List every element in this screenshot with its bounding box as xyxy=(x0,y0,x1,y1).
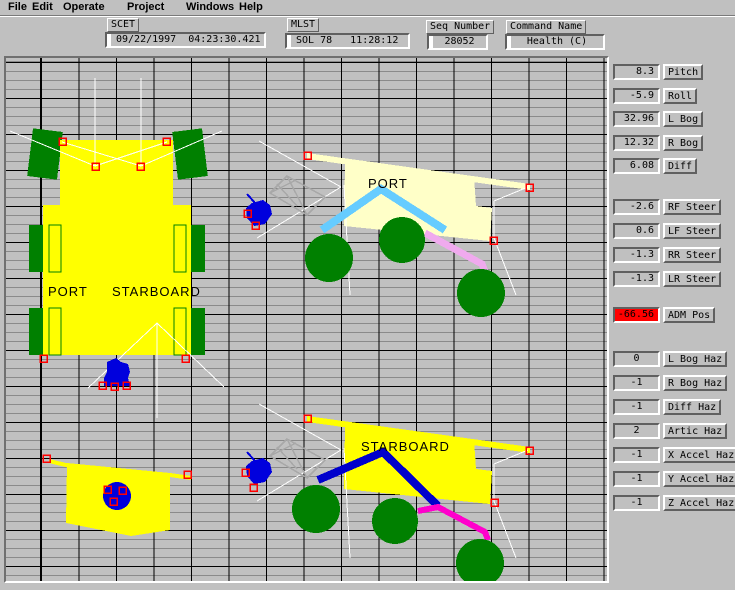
rr-steer-value: -1.3 xyxy=(613,247,660,263)
starboard-view-rocker-link xyxy=(316,447,441,509)
top-view-starboard-label: STARBOARD xyxy=(112,284,201,299)
scet-field: 09/22/1997 04:23:30.421 xyxy=(105,32,266,48)
adm-pos-value: -66.56 xyxy=(613,307,660,323)
starboard-view-label: STARBOARD xyxy=(361,439,450,454)
command-name-field: Health (C) xyxy=(505,34,605,50)
top-view-middle-left-wheel xyxy=(29,225,43,272)
diff-value: 6.08 xyxy=(613,158,660,174)
command-name-value: Health (C) xyxy=(526,36,588,47)
top-view-sensor-rays xyxy=(9,78,225,418)
port-view-front-wheel xyxy=(305,234,353,282)
adm-pos-label[interactable]: ADM Pos xyxy=(663,307,716,323)
command-name-label: Command Name xyxy=(506,20,587,34)
rear-view-left-antenna xyxy=(48,459,71,468)
starboard-view-middle-wheel xyxy=(372,498,418,544)
menu-item-project[interactable]: Project xyxy=(127,1,165,13)
l-bog-haz-label[interactable]: L Bog Haz xyxy=(663,351,728,367)
starboard-view-rear-wheel xyxy=(456,539,504,581)
port-view-camera-antenna xyxy=(246,193,256,204)
starboard-view-body xyxy=(344,427,492,504)
l-bog-label[interactable]: L Bog xyxy=(663,111,704,127)
z-accel-haz-value: -1 xyxy=(613,495,660,511)
rf-steer-value: -2.6 xyxy=(613,199,660,215)
mlst-field: SOL 78 11:28:12 xyxy=(285,33,410,49)
rf-steer-label[interactable]: RF Steer xyxy=(663,199,722,215)
top-view-body xyxy=(43,140,191,355)
lr-steer-label[interactable]: LR Steer xyxy=(663,271,722,287)
menu-item-file[interactable]: File xyxy=(8,1,27,13)
mlst-label: MLST xyxy=(287,18,320,32)
top-view-port-label: PORT xyxy=(48,284,88,299)
lf-steer-value: 0.6 xyxy=(613,223,660,239)
port-view-camera-icon xyxy=(246,200,272,226)
menu-item-windows[interactable]: Windows xyxy=(186,1,235,13)
starboard-view-ramp-wireframe xyxy=(268,438,327,479)
rover-rear-view xyxy=(42,454,192,536)
artic-haz-value: 2 xyxy=(613,423,660,439)
port-view-rocker-link xyxy=(319,184,448,234)
z-accel-haz-label[interactable]: Z Accel Haz xyxy=(663,495,735,511)
top-view-front-right-wheel xyxy=(172,128,208,180)
port-view-body xyxy=(344,164,492,241)
lr-steer-value: -1.3 xyxy=(613,271,660,287)
r-bog-haz-value: -1 xyxy=(613,375,660,391)
scet-value: 09/22/1997 04:23:30.421 xyxy=(116,34,261,45)
top-view-rear-right-wheel xyxy=(191,308,205,355)
menu-bar: File Edit Operate Project Windows Help xyxy=(0,0,735,15)
roll-value: -5.9 xyxy=(613,88,660,104)
port-view-sensor-rays xyxy=(256,140,529,296)
diff-label[interactable]: Diff xyxy=(663,158,698,174)
top-view-wheel-outlines xyxy=(48,224,187,356)
y-accel-haz-label[interactable]: Y Accel Haz xyxy=(663,471,735,487)
top-view-camera-icon xyxy=(104,358,130,386)
port-view-markers xyxy=(243,151,534,245)
top-view-front-left-wheel xyxy=(27,128,63,180)
mlst-value: SOL 78 11:28:12 xyxy=(296,35,399,46)
l-bog-haz-value: 0 xyxy=(613,351,660,367)
top-view-markers xyxy=(39,137,190,391)
starboard-view-markers xyxy=(241,414,534,507)
l-bog-value: 32.96 xyxy=(613,111,660,127)
top-view-rear-left-wheel xyxy=(29,308,43,355)
port-view-middle-wheel xyxy=(379,217,425,263)
port-view-ramp-wireframe xyxy=(268,175,327,216)
lf-steer-label[interactable]: LF Steer xyxy=(663,223,722,239)
roll-label[interactable]: Roll xyxy=(663,88,698,104)
diff-haz-label[interactable]: Diff Haz xyxy=(663,399,722,415)
r-bog-label[interactable]: R Bog xyxy=(663,135,704,151)
x-accel-haz-label[interactable]: X Accel Haz xyxy=(663,447,735,463)
starboard-view-camera-icon xyxy=(246,458,272,484)
seq-number-value: 28052 xyxy=(444,36,475,47)
menu-item-help[interactable]: Help xyxy=(239,1,263,13)
menu-item-edit[interactable]: Edit xyxy=(32,1,53,13)
diff-haz-value: -1 xyxy=(613,399,660,415)
top-view-middle-right-wheel xyxy=(191,225,205,272)
rover-state-canvas[interactable]: PORT STARBOARD PORT xyxy=(4,56,609,583)
r-bog-value: 12.32 xyxy=(613,135,660,151)
menu-item-operate[interactable]: Operate xyxy=(63,1,105,13)
rover-port-side-view: PORT xyxy=(243,140,534,317)
rear-view-markers xyxy=(42,454,192,506)
port-view-rear-wheel xyxy=(457,269,505,317)
starboard-view-bogey-link xyxy=(417,503,491,542)
menu-separator xyxy=(0,15,735,17)
pitch-value: 8.3 xyxy=(613,64,660,80)
y-accel-haz-value: -1 xyxy=(613,471,660,487)
seq-number-field: 28052 xyxy=(427,34,488,50)
starboard-view-camera-antenna xyxy=(246,451,256,462)
rr-steer-label[interactable]: RR Steer xyxy=(663,247,722,263)
artic-haz-label[interactable]: Artic Haz xyxy=(663,423,728,439)
pitch-label[interactable]: Pitch xyxy=(663,64,704,80)
r-bog-haz-label[interactable]: R Bog Haz xyxy=(663,375,728,391)
scet-label: SCET xyxy=(107,18,140,32)
rover-starboard-side-view: STARBOARD xyxy=(241,403,534,581)
port-view-label: PORT xyxy=(368,176,408,191)
seq-number-label: Seq Number xyxy=(426,20,495,34)
x-accel-haz-value: -1 xyxy=(613,447,660,463)
starboard-view-front-wheel xyxy=(292,485,340,533)
rover-top-view: PORT STARBOARD xyxy=(9,78,225,418)
